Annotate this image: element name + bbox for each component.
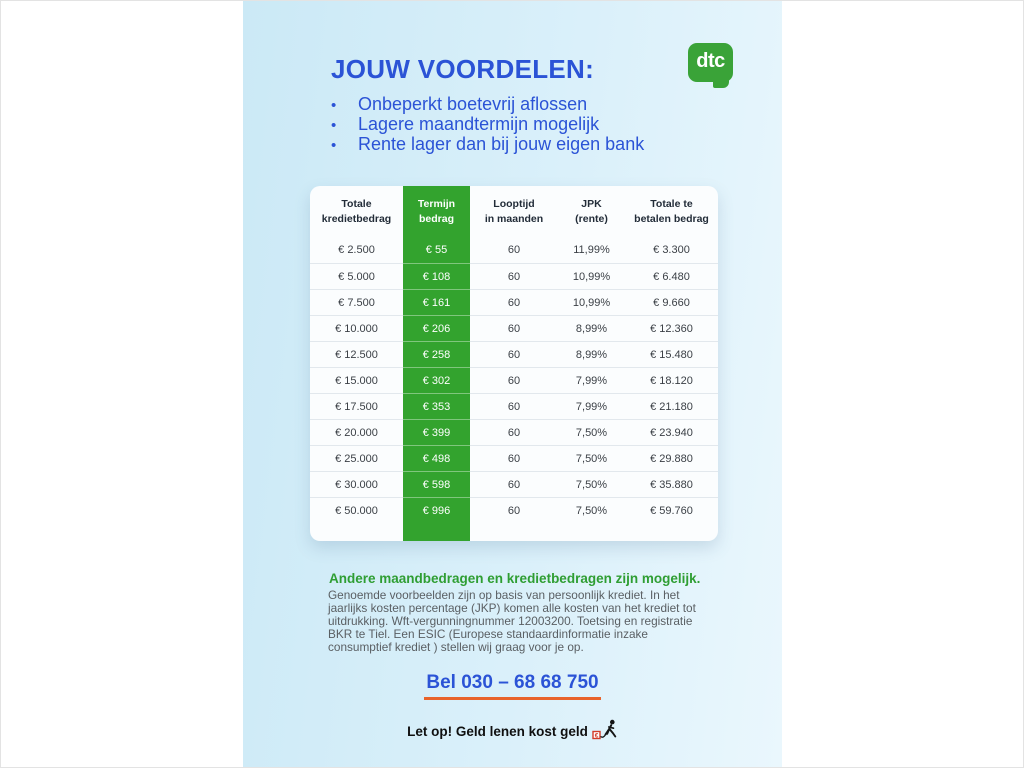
- table-cell: 60: [470, 367, 558, 393]
- column-header-totale-te-betalen: Totale te betalen bedrag: [634, 198, 709, 225]
- table-cell: € 353: [403, 393, 470, 419]
- phone-cta: Bel 030 – 68 68 750: [243, 672, 782, 700]
- table-cell: 60: [470, 315, 558, 341]
- table-cell: € 18.120: [625, 367, 718, 393]
- geld-lenen-kost-geld-icon: €: [592, 719, 617, 739]
- table-cell: € 399: [403, 419, 470, 445]
- credit-warning-text: Let op! Geld lenen kost geld: [407, 724, 588, 739]
- column-header-kredietbedrag: Totale kredietbedrag: [321, 198, 392, 225]
- table-cell: 60: [470, 341, 558, 367]
- svg-text:€: €: [595, 732, 599, 739]
- benefit-text: Onbeperkt boetevrij aflossen: [358, 94, 588, 114]
- table-cell: € 9.660: [625, 289, 718, 315]
- termijn-column-highlight: [403, 186, 470, 541]
- table-row: € 5.000 € 108 60 10,99% € 6.480: [310, 263, 718, 289]
- column-header-jkp: JPK (rente): [575, 198, 608, 225]
- rates-table-card: Totale kredietbedrag Termijn bedrag Loopti…: [310, 186, 718, 541]
- table-cell: 10,99%: [558, 263, 625, 289]
- table-cell: 7,99%: [558, 393, 625, 419]
- table-cell: € 23.940: [625, 419, 718, 445]
- table-cell: € 15.480: [625, 341, 718, 367]
- rates-table: Totale kredietbedrag Termijn bedrag Loopti…: [310, 186, 718, 523]
- table-cell: € 29.880: [625, 445, 718, 471]
- benefit-text: Lagere maandtermijn mogelijk: [358, 114, 600, 134]
- table-cell: € 55: [425, 244, 448, 256]
- table-row: € 2.500 € 55 60 11,99% € 3.300: [310, 237, 718, 263]
- dtc-logo-text: dtc: [696, 50, 725, 72]
- dtc-logo: dtc: [688, 43, 733, 88]
- table-cell: 11,99%: [573, 244, 610, 256]
- benefits-list: • Onbeperkt boetevrij aflossen • Lagere …: [331, 94, 644, 154]
- other-amounts-subheading: Andere maandbedragen en kredietbedragen …: [329, 571, 701, 586]
- table-cell: € 598: [403, 471, 470, 497]
- benefit-item: • Onbeperkt boetevrij aflossen: [331, 94, 644, 114]
- table-cell: 7,50%: [558, 445, 625, 471]
- table-cell: 7,99%: [558, 367, 625, 393]
- table-row: € 17.500 € 353 60 7,99% € 21.180: [310, 393, 718, 419]
- table-cell: € 59.760: [625, 497, 718, 523]
- table-cell: € 35.880: [625, 471, 718, 497]
- table-header-row: Totale kredietbedrag Termijn bedrag Loopti…: [310, 197, 718, 237]
- table-row: € 15.000 € 302 60 7,99% € 18.120: [310, 367, 718, 393]
- table-cell: € 7.500: [310, 289, 403, 315]
- bullet-icon: •: [331, 117, 337, 134]
- table-cell: 7,50%: [558, 497, 625, 523]
- table-cell: € 10.000: [310, 315, 403, 341]
- table-cell: € 12.500: [310, 341, 403, 367]
- table-cell: € 108: [403, 263, 470, 289]
- table-cell: € 12.360: [625, 315, 718, 341]
- table-cell: 8,99%: [558, 315, 625, 341]
- table-cell: € 20.000: [310, 419, 403, 445]
- table-cell: 60: [470, 445, 558, 471]
- table-cell: € 50.000: [310, 497, 403, 523]
- table-cell: € 30.000: [310, 471, 403, 497]
- table-cell: € 3.300: [653, 244, 690, 256]
- table-row: € 7.500 € 161 60 10,99% € 9.660: [310, 289, 718, 315]
- table-cell: € 161: [403, 289, 470, 315]
- column-header-looptijd: Looptijd in maanden: [484, 198, 544, 225]
- table-cell: € 258: [403, 341, 470, 367]
- benefit-text: Rente lager dan bij jouw eigen bank: [358, 134, 645, 154]
- table-cell: € 5.000: [310, 263, 403, 289]
- bullet-icon: •: [331, 97, 337, 114]
- table-cell: 60: [507, 244, 521, 256]
- table-cell: € 17.500: [310, 393, 403, 419]
- table-cell: 60: [470, 471, 558, 497]
- table-cell: 10,99%: [558, 289, 625, 315]
- table-cell: € 302: [403, 367, 470, 393]
- table-cell: € 498: [403, 445, 470, 471]
- table-cell: 60: [470, 393, 558, 419]
- benefit-item: • Lagere maandtermijn mogelijk: [331, 114, 644, 134]
- table-cell: € 6.480: [625, 263, 718, 289]
- table-row: € 30.000 € 598 60 7,50% € 35.880: [310, 471, 718, 497]
- table-row: € 25.000 € 498 60 7,50% € 29.880: [310, 445, 718, 471]
- table-cell: € 15.000: [310, 367, 403, 393]
- table-cell: € 21.180: [625, 393, 718, 419]
- table-cell: € 25.000: [310, 445, 403, 471]
- table-row: € 10.000 € 206 60 8,99% € 12.360: [310, 315, 718, 341]
- rates-table-body: € 2.500 € 55 60 11,99% € 3.300 € 5.000 € 108 60…: [310, 237, 718, 523]
- benefit-item: • Rente lager dan bij jouw eigen bank: [331, 134, 644, 154]
- disclaimer-text: Genoemde voorbeelden zijn op basis van p…: [328, 588, 696, 654]
- bullet-icon: •: [331, 137, 337, 154]
- table-row: € 50.000 € 996 60 7,50% € 59.760: [310, 497, 718, 523]
- table-cell: 60: [470, 419, 558, 445]
- table-cell: € 996: [403, 497, 470, 523]
- table-cell: 7,50%: [558, 471, 625, 497]
- table-cell: 60: [470, 289, 558, 315]
- table-cell: € 206: [403, 315, 470, 341]
- table-row: € 20.000 € 399 60 7,50% € 23.940: [310, 419, 718, 445]
- table-row: € 12.500 € 258 60 8,99% € 15.480: [310, 341, 718, 367]
- column-header-termijnbedrag: Termijn bedrag: [417, 198, 456, 225]
- phone-link[interactable]: Bel 030 – 68 68 750: [424, 672, 601, 700]
- credit-warning: Let op! Geld lenen kost geld €: [243, 719, 782, 740]
- table-cell: € 2.500: [338, 244, 375, 256]
- table-cell: 8,99%: [558, 341, 625, 367]
- page-title: JOUW VOORDELEN:: [331, 54, 595, 84]
- table-cell: 60: [470, 263, 558, 289]
- table-cell: 60: [470, 497, 558, 523]
- table-cell: 7,50%: [558, 419, 625, 445]
